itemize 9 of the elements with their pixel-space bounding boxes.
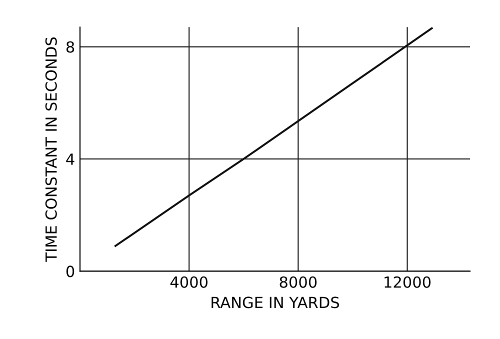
y-axis-title: TIME CONSTANT IN SECONDS [45,37,57,262]
y-tick-label: 4 [66,154,74,165]
x-tick-label: 4000 [170,276,208,288]
line-series [114,27,433,247]
y-tick-label: 8 [66,41,74,53]
x-tick-label: 12000 [384,276,431,288]
y-tick-label: 0 [66,266,74,278]
x-tick-label: 8000 [280,276,317,288]
x-axis-title: RANGE IN YARDS [212,296,339,308]
